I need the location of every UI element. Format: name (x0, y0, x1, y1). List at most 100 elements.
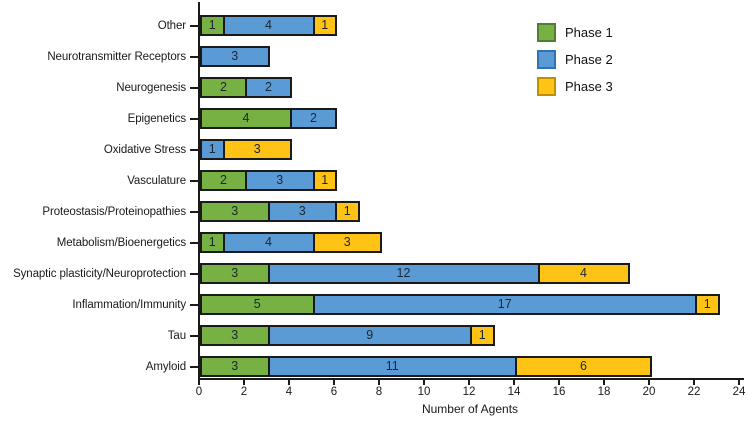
category-label: Oxidative Stress (103, 143, 186, 156)
category-label: Neurotransmitter Receptors (47, 50, 186, 63)
bar-row: Vasculature 2 3 1 (0, 165, 744, 196)
bar-segment-phase-1: 3 (200, 325, 270, 346)
x-axis-tick-label: 20 (642, 386, 656, 398)
bar-segment-phase-2: 2 (290, 108, 337, 129)
bar-row: Inflammation/Immunity 5 17 1 (0, 289, 744, 320)
bar-segment-phase-3: 3 (222, 139, 292, 160)
y-axis-tick (190, 179, 198, 182)
segment-value: 1 (343, 204, 351, 219)
y-axis-tick (190, 55, 198, 58)
segment-value: 4 (265, 18, 272, 33)
category-label: Other (157, 19, 186, 32)
bar-segment-phase-3: 1 (335, 201, 360, 222)
category-label: Proteostasis/Proteinopathies (42, 205, 186, 218)
segment-value: 4 (580, 266, 587, 281)
x-axis-tick-label: 8 (375, 386, 383, 398)
bar-segment-phase-2: 3 (200, 46, 270, 67)
bar-segment-phase-3: 3 (312, 232, 382, 253)
segment-value: 4 (242, 111, 250, 126)
bar-zone: 3 3 1 (198, 201, 744, 222)
stacked-bar: 3 3 1 (200, 201, 744, 222)
bar-segment-phase-3: 1 (312, 170, 337, 191)
segment-value: 4 (265, 235, 272, 250)
bar-segment-phase-1: 5 (200, 294, 315, 315)
x-axis-tick-label: 18 (597, 386, 611, 398)
segment-value: 6 (580, 359, 587, 374)
x-axis-tick-label: 16 (552, 386, 566, 398)
bar-segment-phase-2: 17 (312, 294, 697, 315)
stacked-bar: 3 11 6 (200, 356, 744, 377)
bar-row: Other 1 4 1 (0, 10, 744, 41)
bar-row: Oxidative Stress 1 3 (0, 134, 744, 165)
x-axis-tick-label: 12 (462, 386, 476, 398)
bar-segment-phase-1: 2 (200, 77, 247, 98)
segment-value: 9 (366, 328, 374, 343)
legend-label: Phase 2 (565, 52, 613, 67)
segment-value: 5 (253, 297, 261, 312)
bar-segment-phase-2: 3 (267, 201, 337, 222)
stacked-bar: 3 12 4 (200, 263, 744, 284)
stacked-bar: 2 3 1 (200, 170, 744, 191)
segment-value: 1 (208, 142, 216, 157)
category-label: Amyloid (145, 360, 186, 373)
y-axis-tick (190, 272, 198, 275)
bar-segment-phase-1: 2 (200, 170, 247, 191)
x-axis-tick-label: 0 (195, 386, 203, 398)
y-axis-tick (190, 365, 198, 368)
bar-row: Synaptic plasticity/Neuroprotection 3 12 4 (0, 258, 744, 289)
segment-value: 1 (321, 18, 329, 33)
segment-value: 3 (298, 204, 306, 219)
x-axis-tick-label: 22 (687, 386, 701, 398)
legend-item: Phase 1 (537, 23, 613, 42)
bar-segment-phase-2: 11 (267, 356, 517, 377)
bar-segment-phase-1: 3 (200, 356, 270, 377)
legend-item: Phase 3 (537, 77, 613, 96)
x-axis-title: Number of Agents (421, 402, 519, 416)
legend-swatch (537, 23, 556, 42)
bar-segment-phase-2: 3 (245, 170, 315, 191)
legend-label: Phase 3 (565, 79, 613, 94)
bar-zone: 2 3 1 (198, 170, 744, 191)
segment-value: 2 (265, 80, 272, 95)
bar-zone: 3 9 1 (198, 325, 744, 346)
bar-segment-phase-1: 1 (200, 15, 225, 36)
y-axis-line (198, 2, 200, 379)
segment-value: 11 (385, 359, 399, 374)
bar-row: Amyloid 3 11 6 (0, 351, 744, 382)
bar-segment-phase-3: 6 (515, 356, 652, 377)
segment-value: 3 (276, 173, 284, 188)
legend-label: Phase 1 (565, 25, 613, 40)
segment-value: 1 (208, 235, 216, 250)
x-axis-tick-label: 2 (240, 386, 248, 398)
segment-value: 3 (253, 142, 261, 157)
bar-segment-phase-1: 1 (200, 232, 225, 253)
stacked-bar: 5 17 1 (200, 294, 744, 315)
stacked-bar: 3 (200, 46, 744, 67)
bar-segment-phase-1: 3 (200, 201, 270, 222)
segment-value: 1 (208, 18, 216, 33)
bar-segment-phase-3: 1 (695, 294, 720, 315)
x-axis-line (198, 378, 744, 380)
segment-value: 3 (231, 328, 239, 343)
legend: Phase 1 Phase 2 Phase 3 (537, 23, 613, 96)
bar-zone: 3 12 4 (198, 263, 744, 284)
segment-value: 1 (321, 173, 329, 188)
bar-zone: 3 (198, 46, 744, 67)
legend-swatch (537, 77, 556, 96)
bar-segment-phase-2: 4 (222, 15, 315, 36)
stacked-bar: 1 4 1 (200, 15, 744, 36)
y-axis-tick (190, 241, 198, 244)
x-axis-tick-label: 6 (330, 386, 338, 398)
segment-value: 3 (231, 49, 239, 64)
bar-segment-phase-2: 1 (200, 139, 225, 160)
bar-zone: 5 17 1 (198, 294, 744, 315)
bar-row: Epigenetics 4 2 (0, 103, 744, 134)
stacked-bar: 1 4 3 (200, 232, 744, 253)
y-axis-tick (190, 117, 198, 120)
bar-row: Tau 3 9 1 (0, 320, 744, 351)
